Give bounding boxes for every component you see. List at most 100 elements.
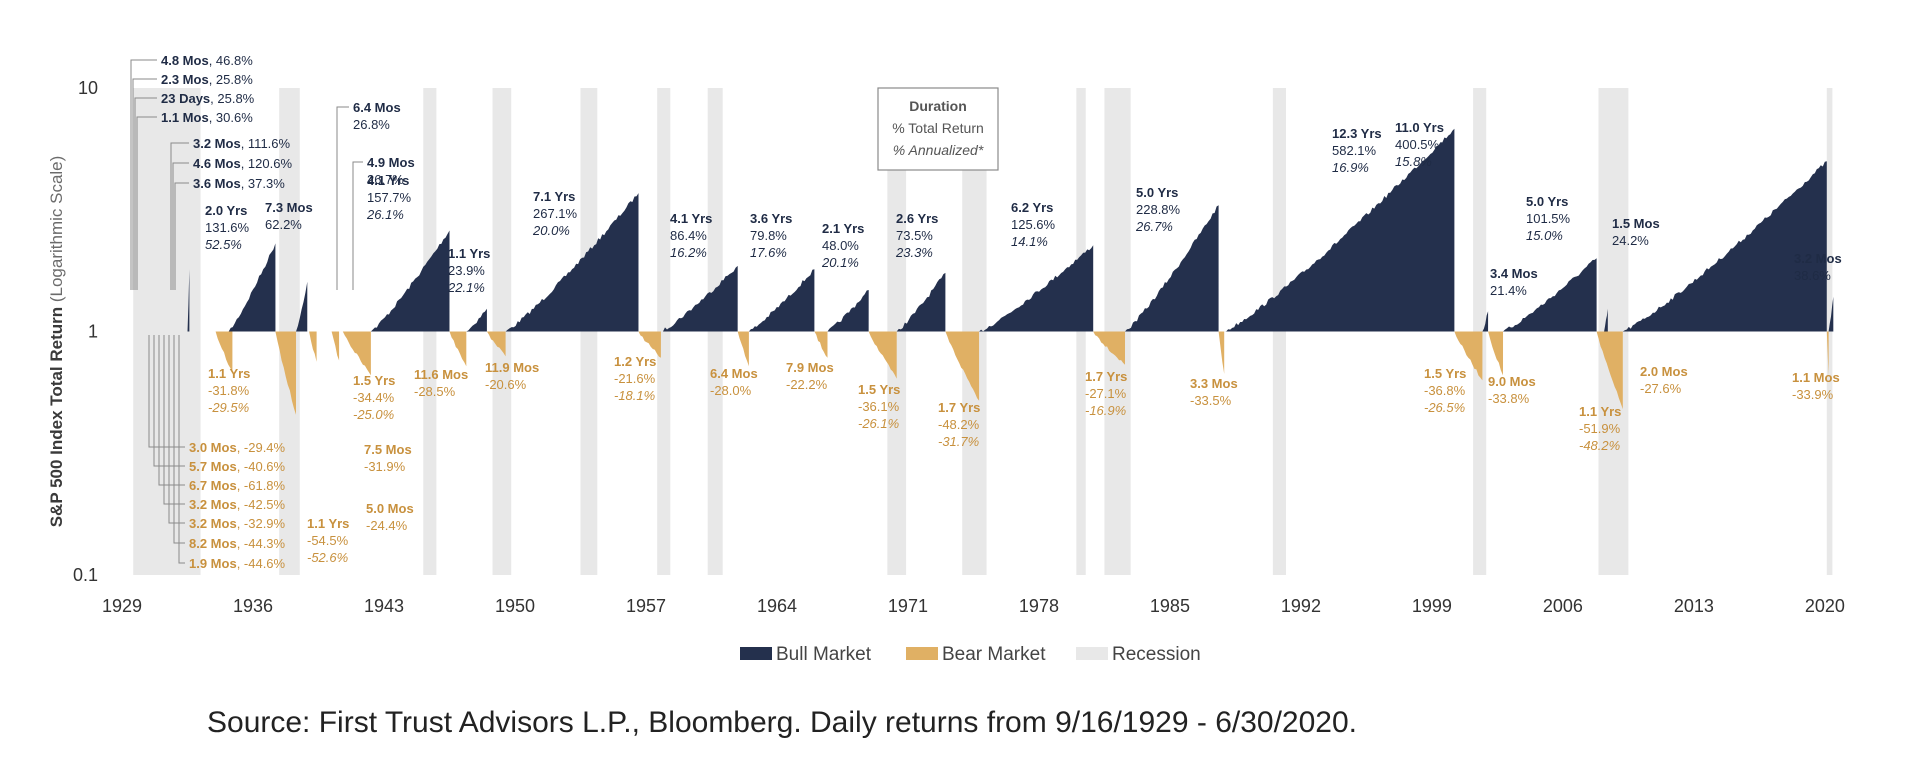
leader-line	[174, 182, 189, 290]
bull-market-area	[296, 281, 308, 332]
bull-market-label: 2.0 Yrs 131.6% 52.5%	[205, 203, 250, 252]
bull-market-label: 1.5 Mos 24.2%	[1612, 216, 1660, 248]
bear-market-label: 1.9 Mos, -44.6%	[189, 556, 286, 571]
bull-market-area	[1604, 308, 1608, 332]
bull-market-label: 3.4 Mos 21.4%	[1490, 266, 1538, 298]
bull-market-label: 2.1 Yrs 48.0% 20.1%	[821, 221, 864, 270]
bull-market-area	[979, 245, 1094, 332]
key-box-line1: % Total Return	[892, 120, 984, 136]
legend-swatch-bear	[906, 647, 938, 660]
bull-market-label: 3.2 Mos, 111.6%	[193, 136, 291, 151]
bear-market-label: 7.5 Mos -31.9%	[364, 442, 412, 474]
market-areas	[187, 128, 1834, 415]
leader-line	[136, 116, 157, 290]
bear-market-label: 1.5 Yrs -36.8% -26.5%	[1424, 366, 1466, 415]
bear-market-label: 3.2 Mos, -32.9%	[189, 516, 286, 531]
bear-market-area	[1218, 331, 1225, 374]
bear-market-area	[331, 331, 340, 361]
legend-swatch-bull	[740, 647, 772, 660]
x-tick-label: 1964	[757, 596, 797, 616]
bear-market-label: 11.6 Mos -28.5%	[414, 367, 468, 399]
bear-market-label: 7.9 Mos -22.2%	[786, 360, 834, 392]
bear-market-label: 8.2 Mos, -44.3%	[189, 536, 286, 551]
bull-market-label: 2.6 Yrs 73.5% 23.3%	[895, 211, 938, 260]
bull-market-area	[1125, 205, 1219, 332]
bear-market-label: 1.7 Yrs -48.2% -31.7%	[938, 400, 980, 449]
x-tick-label: 1978	[1019, 596, 1059, 616]
x-tick-label: 1957	[626, 596, 666, 616]
leader-line	[132, 78, 157, 290]
leader-line	[168, 335, 185, 524]
x-tick-label: 1929	[102, 596, 142, 616]
bear-market-area	[1826, 331, 1829, 376]
bear-market-label: 1.1 Mos -33.9%	[1792, 370, 1840, 402]
bear-market-area	[1488, 331, 1504, 376]
leader-line	[173, 335, 185, 544]
bull-market-label: 1.1 Yrs 23.9% 22.1%	[447, 246, 490, 295]
bull-market-area	[748, 269, 815, 332]
x-tick-label: 1985	[1150, 596, 1190, 616]
key-box-title: Duration	[909, 98, 967, 114]
bear-market-area	[449, 331, 467, 367]
bear-market-area	[1607, 331, 1612, 367]
bear-market-label: 3.2 Mos, -42.5%	[189, 497, 286, 512]
source-note: Source: First Trust Advisors L.P., Bloom…	[207, 706, 1357, 739]
bull-market-area	[896, 272, 946, 332]
leader-line	[153, 335, 185, 467]
y-tick-label: 10	[78, 78, 98, 98]
leader-line	[352, 161, 363, 290]
bull-market-label: 7.3 Mos 62.2%	[265, 200, 313, 232]
bear-market-label: 3.3 Mos -33.5%	[1190, 376, 1238, 408]
legend-label-recession: Recession	[1112, 644, 1201, 665]
x-tick-label: 2020	[1805, 596, 1845, 616]
bull-market-label: 11.0 Yrs 400.5% 15.8%	[1395, 120, 1444, 169]
bull-market-label: 5.0 Yrs 101.5% 15.0%	[1526, 194, 1571, 243]
x-tick-label: 2006	[1543, 596, 1583, 616]
bull-market-label: 4.6 Mos, 120.6%	[193, 156, 292, 171]
leader-line	[336, 106, 349, 290]
bull-market-area	[1482, 311, 1489, 332]
key-box	[877, 87, 999, 171]
bear-market-area	[309, 331, 317, 362]
y-tick-label: 0.1	[73, 565, 98, 585]
bull-market-area	[505, 193, 639, 332]
bear-market-label: 5.7 Mos, -40.6%	[189, 459, 286, 474]
bull-market-label: 3.2 Mos 38.6%	[1794, 251, 1842, 283]
bear-market-label: 1.2 Yrs -21.6% -18.1%	[614, 354, 656, 403]
bear-market-area	[1454, 331, 1483, 381]
bull-market-label: 3.6 Yrs 79.8% 17.6%	[750, 211, 792, 260]
bear-market-label: 5.0 Mos -24.4%	[366, 501, 414, 533]
bull-market-label: 4.1 Yrs 157.7% 26.1%	[366, 173, 412, 222]
bear-market-label: 1.1 Yrs -51.9% -48.2%	[1579, 404, 1621, 453]
bear-market-area	[737, 331, 749, 367]
key-box-line2: % Annualized*	[893, 142, 984, 158]
x-tick-label: 2013	[1674, 596, 1714, 616]
leader-line	[170, 142, 189, 290]
bear-market-area	[638, 331, 661, 358]
leader-line	[148, 335, 185, 448]
leader-line	[178, 335, 185, 564]
bull-market-label: 5.0 Yrs 228.8% 26.7%	[1135, 185, 1181, 234]
bear-market-label: 1.1 Yrs -31.8% -29.5%	[208, 366, 250, 415]
bull-market-label: 4.9 Mos 26.7%	[367, 155, 415, 187]
y-axis-title: S&P 500 Index Total Return (Logarithmic …	[47, 156, 66, 528]
bull-market-area	[187, 269, 190, 332]
x-tick-label: 1936	[233, 596, 273, 616]
bull-market-area	[660, 265, 738, 332]
bull-market-area	[466, 308, 487, 332]
bear-market-area	[1093, 331, 1126, 365]
leader-line	[158, 335, 185, 486]
bull-market-area	[228, 243, 276, 332]
bear-market-label: 3.0 Mos, -29.4%	[189, 440, 286, 455]
leader-line	[130, 59, 157, 290]
legend-swatch-recession	[1076, 647, 1108, 660]
bull-market-label: 4.1 Yrs 86.4% 16.2%	[670, 211, 712, 260]
bull-market-label: 1.1 Mos, 30.6%	[161, 110, 253, 125]
bear-market-label: 2.0 Mos -27.6%	[1640, 364, 1688, 396]
leader-line	[172, 162, 189, 290]
bear-market-label: 1.5 Yrs -34.4% -25.0%	[353, 373, 395, 422]
bear-market-area	[215, 331, 233, 373]
bear-market-label: 6.7 Mos, -61.8%	[189, 478, 286, 493]
